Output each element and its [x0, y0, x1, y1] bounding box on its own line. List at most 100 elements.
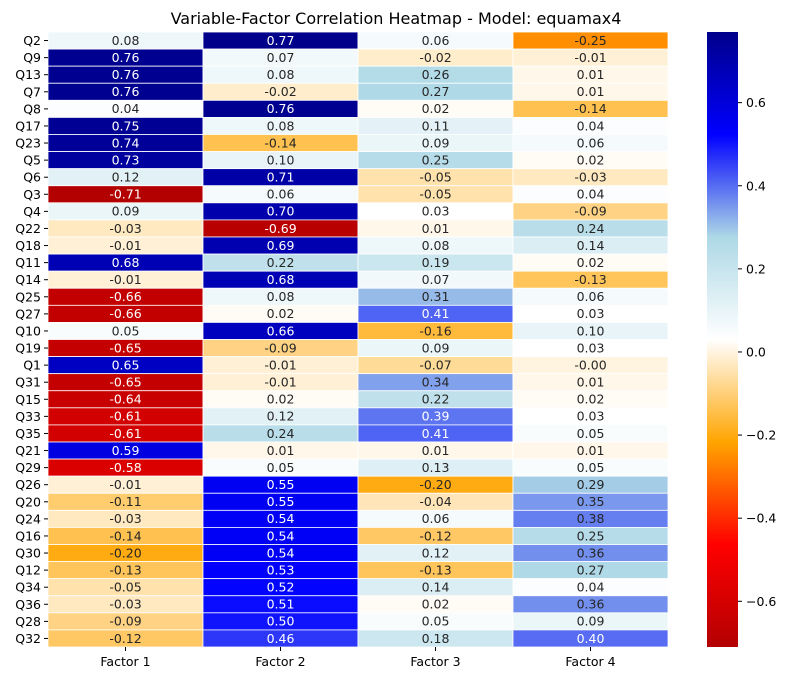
row-label: Q23: [15, 136, 41, 151]
cell-value-label: -0.13: [109, 562, 141, 577]
cell-value-label: 0.53: [267, 562, 295, 577]
cell-value-label: 0.14: [577, 238, 605, 253]
cell-value-label: 0.68: [112, 255, 140, 270]
cell-value-label: 0.02: [577, 152, 605, 167]
cell-value-label: 0.12: [267, 409, 295, 424]
colorbar-tick-label: 0.6: [746, 95, 766, 110]
cell-value-label: -0.58: [109, 460, 141, 475]
cell-value-label: -0.25: [574, 33, 606, 48]
row-labels: Q2 Q9 Q13 Q7 Q8 Q17 Q23 Q5 Q6 Q3 Q4 Q22 Q18 Q11 Q14 Q25…: [15, 33, 48, 646]
cell-value-label: -0.03: [109, 597, 141, 612]
row-label: Q29: [15, 460, 41, 475]
cell-value-label: 0.39: [422, 409, 450, 424]
cell-value-label: -0.20: [109, 545, 141, 560]
cell-value-label: -0.64: [109, 392, 141, 407]
cell-value-label: 0.41: [422, 306, 450, 321]
colorbar-tick-label: −0.6: [746, 594, 776, 609]
cell-value-label: -0.65: [109, 375, 141, 390]
cell-value-label: -0.01: [109, 477, 141, 492]
row-label: Q19: [15, 341, 41, 356]
cell-value-label: -0.20: [419, 477, 451, 492]
cell-value-label: -0.65: [109, 340, 141, 355]
cell-value-label: 0.13: [422, 460, 450, 475]
cell-value-label: -0.14: [574, 101, 606, 116]
cell-value-label: 0.02: [422, 597, 450, 612]
cell-value-label: 0.07: [267, 50, 295, 65]
cell-value-label: 0.01: [577, 67, 605, 82]
cell-value-label: 0.12: [112, 170, 140, 185]
cell-value-label: 0.25: [577, 528, 605, 543]
row-label: Q2: [23, 33, 41, 48]
cell-value-label: 0.34: [422, 375, 450, 390]
row-label: Q35: [15, 426, 41, 441]
cell-value-label: 0.06: [577, 135, 605, 150]
cell-value-label: 0.08: [422, 238, 450, 253]
cell-value-label: 0.36: [577, 545, 605, 560]
row-label: Q32: [15, 631, 41, 646]
cell-value-label: -0.01: [264, 357, 296, 372]
cell-value-label: 0.24: [577, 221, 605, 236]
row-label: Q26: [15, 477, 41, 492]
cell-value-label: 0.24: [267, 426, 295, 441]
cell-value-label: 0.02: [577, 392, 605, 407]
colorbar-tick-label: −0.4: [746, 511, 776, 526]
cell-value-label: 0.03: [577, 306, 605, 321]
column-label: Factor 3: [410, 654, 460, 669]
row-label: Q24: [15, 511, 41, 526]
cell-value-label: 0.55: [267, 494, 295, 509]
row-label: Q30: [15, 546, 41, 561]
cell-value-label: -0.09: [574, 204, 606, 219]
cell-value-label: -0.02: [419, 50, 451, 65]
cell-value-label: 0.69: [267, 238, 295, 253]
cell-value-label: 0.54: [267, 511, 295, 526]
row-label: Q12: [15, 563, 41, 578]
cell-value-label: -0.14: [264, 135, 296, 150]
cell-value-label: 0.09: [422, 135, 450, 150]
cell-value-label: 0.01: [577, 443, 605, 458]
cell-value-label: 0.02: [267, 306, 295, 321]
cell-value-label: -0.05: [109, 580, 141, 595]
row-label: Q18: [15, 238, 41, 253]
cell-value-label: 0.03: [422, 204, 450, 219]
cell-value-label: -0.09: [109, 614, 141, 629]
cell-value-label: 0.07: [422, 272, 450, 287]
cell-value-label: 0.01: [267, 443, 295, 458]
cell-value-label: 0.03: [577, 409, 605, 424]
row-label: Q11: [15, 255, 41, 270]
row-label: Q36: [15, 597, 41, 612]
cell-value-label: -0.14: [109, 528, 141, 543]
cell-value-label: 0.06: [422, 511, 450, 526]
cell-value-label: 0.74: [112, 135, 140, 150]
cell-value-label: -0.71: [109, 187, 141, 202]
cell-value-label: -0.13: [419, 562, 451, 577]
cell-value-label: 0.65: [112, 357, 140, 372]
cell-value-label: -0.66: [109, 289, 141, 304]
row-label: Q1: [23, 358, 41, 373]
cell-value-label: 0.08: [267, 67, 295, 82]
row-label: Q3: [23, 187, 41, 202]
row-label: Q5: [23, 153, 41, 168]
column-label: Factor 4: [565, 654, 615, 669]
row-label: Q4: [23, 204, 41, 219]
cell-value-label: 0.06: [577, 289, 605, 304]
cell-value-label: -0.12: [419, 528, 451, 543]
row-label: Q33: [15, 409, 41, 424]
cell-value-label: -0.05: [419, 187, 451, 202]
cell-value-label: 0.18: [422, 631, 450, 646]
cell-value-label: -0.03: [109, 511, 141, 526]
cell-value-label: -0.01: [109, 272, 141, 287]
cell-value-label: -0.07: [419, 357, 451, 372]
cell-value-label: 0.50: [267, 614, 295, 629]
cell-value-label: 0.40: [577, 631, 605, 646]
cell-value-label: 0.59: [112, 443, 140, 458]
cell-value-label: -0.11: [109, 494, 141, 509]
cell-value-label: 0.52: [267, 580, 295, 595]
row-label: Q13: [15, 67, 41, 82]
cell-value-label: 0.04: [577, 187, 605, 202]
cell-value-label: 0.54: [267, 528, 295, 543]
cell-value-label: 0.04: [577, 118, 605, 133]
cell-value-label: 0.26: [422, 67, 450, 82]
cell-value-label: 0.06: [267, 187, 295, 202]
row-label: Q15: [15, 392, 41, 407]
